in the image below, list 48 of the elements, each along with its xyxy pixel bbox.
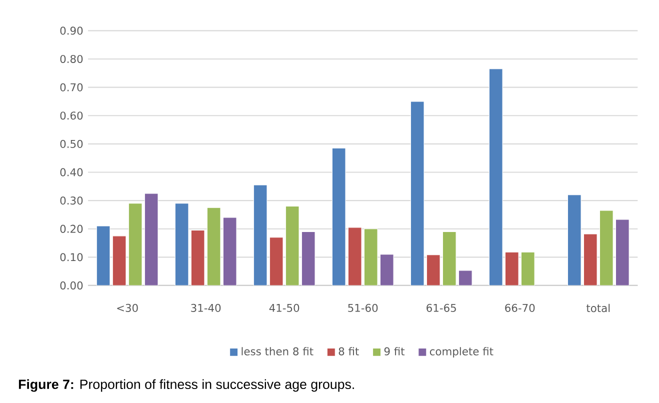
legend-label: complete fit <box>430 347 494 358</box>
bar <box>96 226 110 286</box>
bar <box>222 217 237 286</box>
x-tick-label: total <box>586 304 610 312</box>
legend-label: 9 fit <box>384 347 405 356</box>
x-tick-label: <30 <box>117 304 138 312</box>
x-tick-label: 61-65 <box>426 304 456 312</box>
text: Figure 7: Proportion of fitness in successive age groups. <box>18 379 354 392</box>
legend-label: 8 fit <box>338 347 359 356</box>
bar <box>269 237 284 286</box>
y-tick-label: 0.30 <box>60 196 83 205</box>
y-tick-label: 0.60 <box>60 112 83 120</box>
bar <box>112 236 126 286</box>
x-tick-label: 66-70 <box>505 304 535 312</box>
bar <box>301 231 316 286</box>
bar <box>599 210 614 286</box>
bar <box>488 68 503 286</box>
bar <box>128 203 142 286</box>
bar <box>206 207 221 286</box>
bar <box>364 228 378 286</box>
bar <box>348 227 362 286</box>
y-tick-label: 0.70 <box>60 83 83 92</box>
bar <box>520 252 535 286</box>
bar <box>190 230 205 286</box>
bar <box>332 148 346 286</box>
bar <box>380 254 394 286</box>
x-tick-label: 51-60 <box>348 304 378 312</box>
y-tick-label: 0.80 <box>60 55 83 64</box>
y-tick-label: 0.10 <box>60 253 83 262</box>
x-tick-label: 31-40 <box>191 304 221 312</box>
bar <box>285 206 300 286</box>
legend-label: less then 8 fit <box>242 347 314 356</box>
y-tick-label: 0.40 <box>60 168 83 176</box>
bar <box>442 231 456 286</box>
bar <box>615 219 630 286</box>
bar <box>410 101 424 286</box>
bar <box>144 193 158 286</box>
y-tick-label: 0.00 <box>60 281 83 290</box>
bar <box>504 252 519 286</box>
bar <box>174 203 189 286</box>
bar <box>426 254 440 286</box>
y-tick-label: 0.20 <box>60 224 83 233</box>
bar <box>253 184 268 286</box>
y-tick-label: 0.90 <box>60 26 83 35</box>
bar <box>583 234 598 286</box>
bar <box>567 194 582 286</box>
y-tick-label: 0.50 <box>60 140 83 148</box>
x-tick-label: 41-50 <box>269 304 300 312</box>
